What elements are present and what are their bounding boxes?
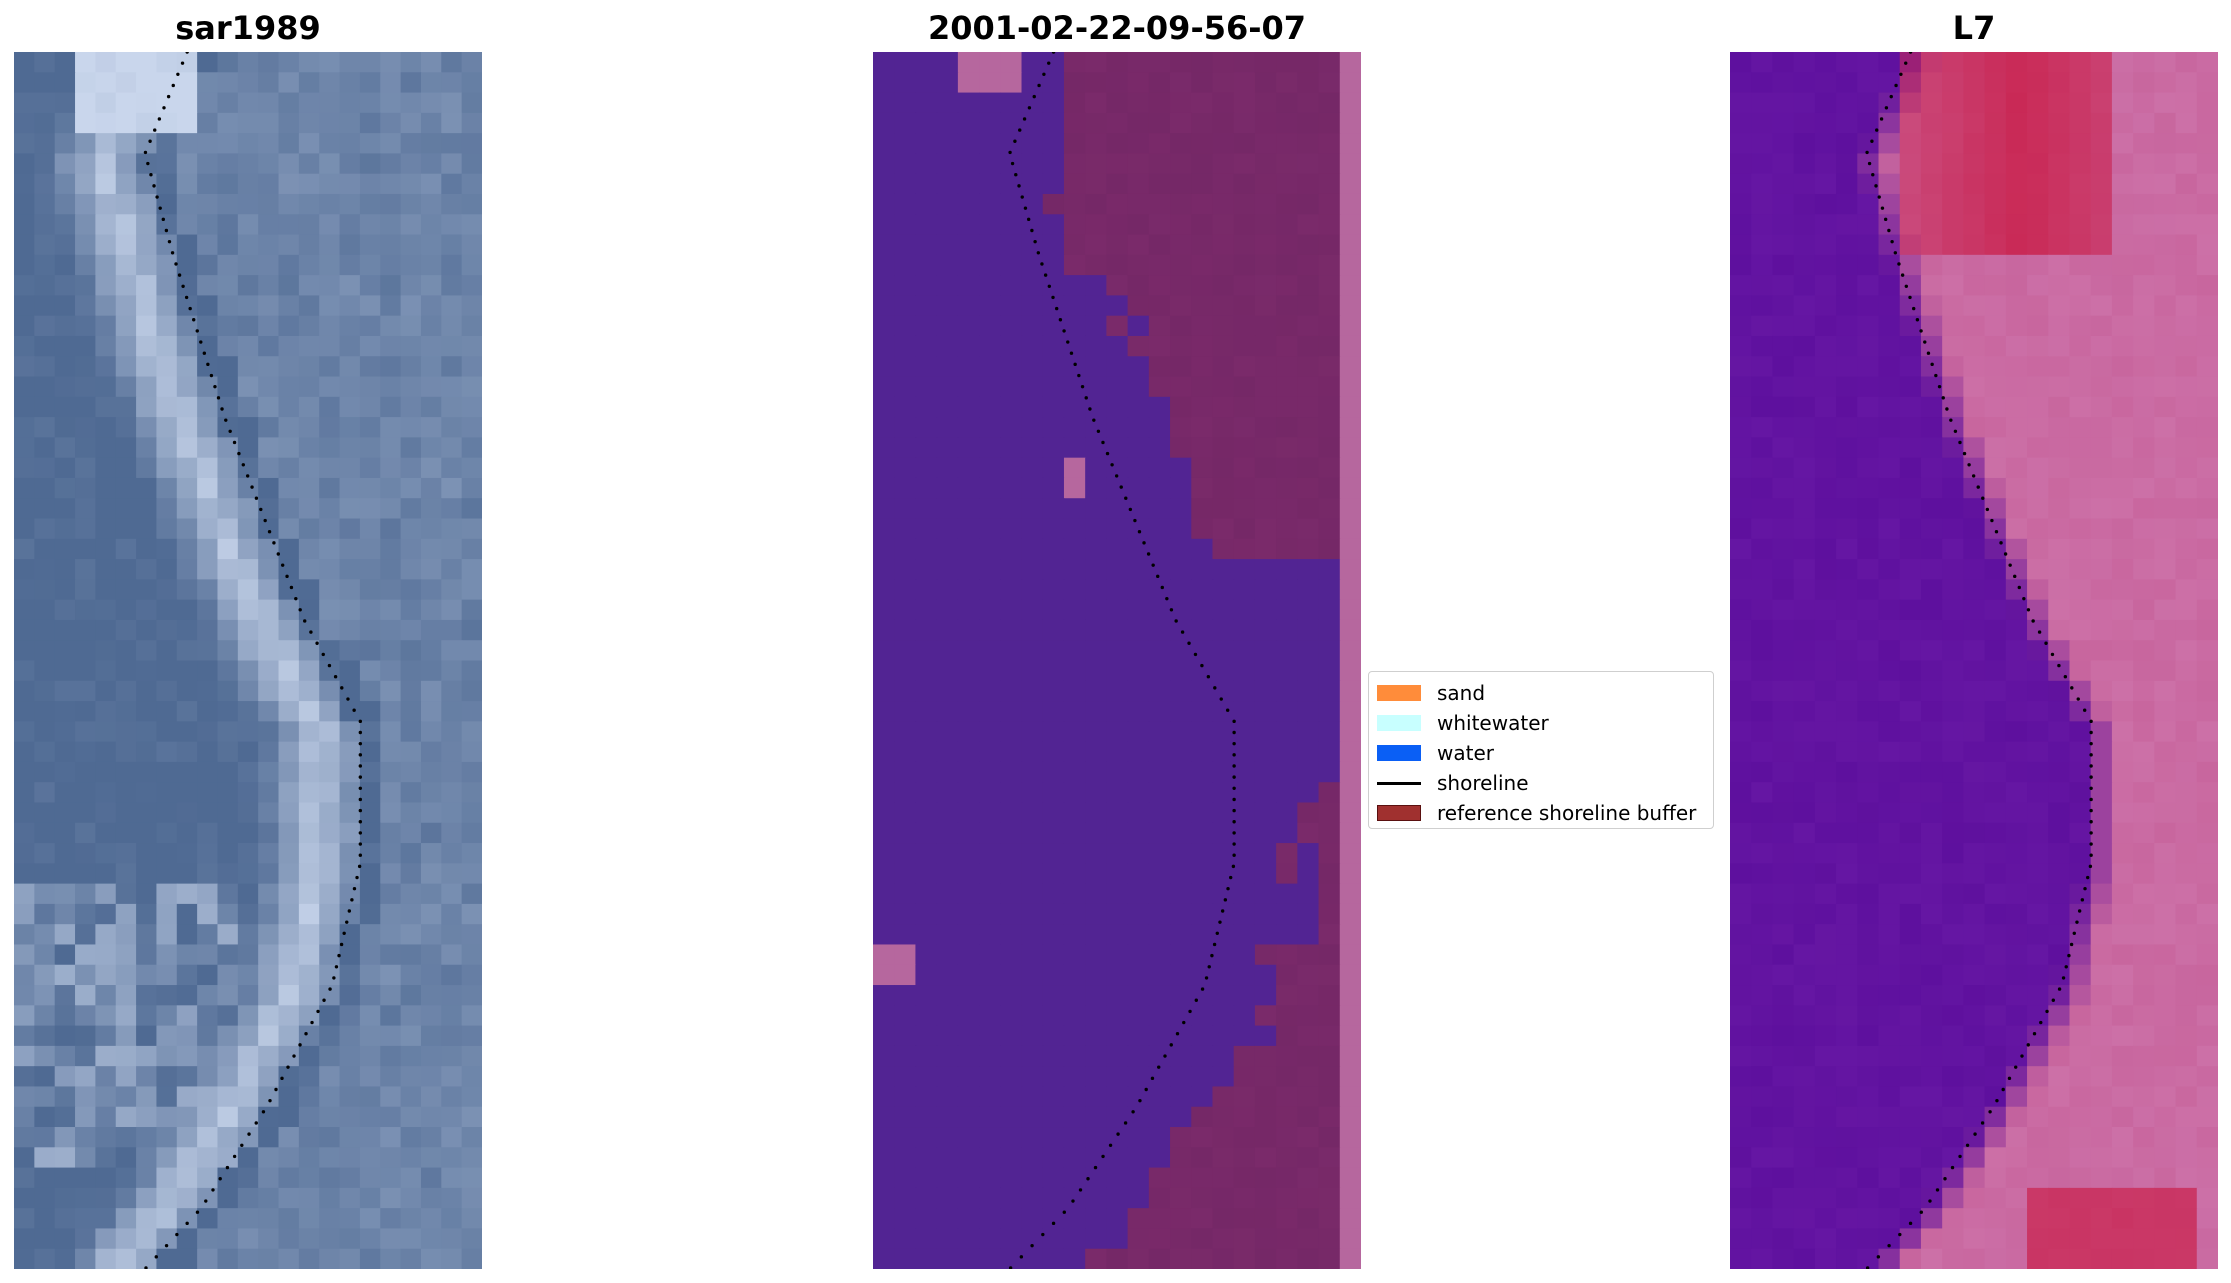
legend-label-sand: sand	[1437, 681, 1486, 705]
sand-swatch	[1377, 685, 1421, 701]
panel-title-rgb: sar1989	[175, 9, 321, 47]
legend-item-shoreline: shoreline	[1377, 768, 1705, 798]
shoreline-dots	[1008, 52, 1236, 1269]
shoreline-dots	[1865, 52, 2093, 1269]
l7-image-panel	[1730, 52, 2218, 1269]
shoreline-dots	[143, 52, 363, 1269]
legend-label-water: water	[1437, 741, 1494, 765]
panel-title-classification: 2001-02-22-09-56-07	[927, 9, 1307, 47]
panel-title-l7: L7	[1952, 9, 1996, 47]
legend: sand whitewater water shoreline referenc…	[1368, 671, 1714, 829]
classification-image-panel	[873, 52, 1361, 1269]
water-swatch	[1377, 745, 1421, 761]
reference-shoreline-buffer-swatch	[1377, 805, 1421, 821]
legend-item-reference-shoreline-buffer: reference shoreline buffer	[1377, 798, 1705, 828]
legend-item-water: water	[1377, 738, 1705, 768]
shoreline-swatch	[1377, 781, 1421, 785]
whitewater-swatch	[1377, 715, 1421, 731]
legend-item-sand: sand	[1377, 678, 1705, 708]
rgb-image-panel	[14, 52, 482, 1269]
legend-item-whitewater: whitewater	[1377, 708, 1705, 738]
legend-label-whitewater: whitewater	[1437, 711, 1549, 735]
legend-label-reference-shoreline-buffer: reference shoreline buffer	[1437, 801, 1697, 825]
legend-label-shoreline: shoreline	[1437, 771, 1529, 795]
